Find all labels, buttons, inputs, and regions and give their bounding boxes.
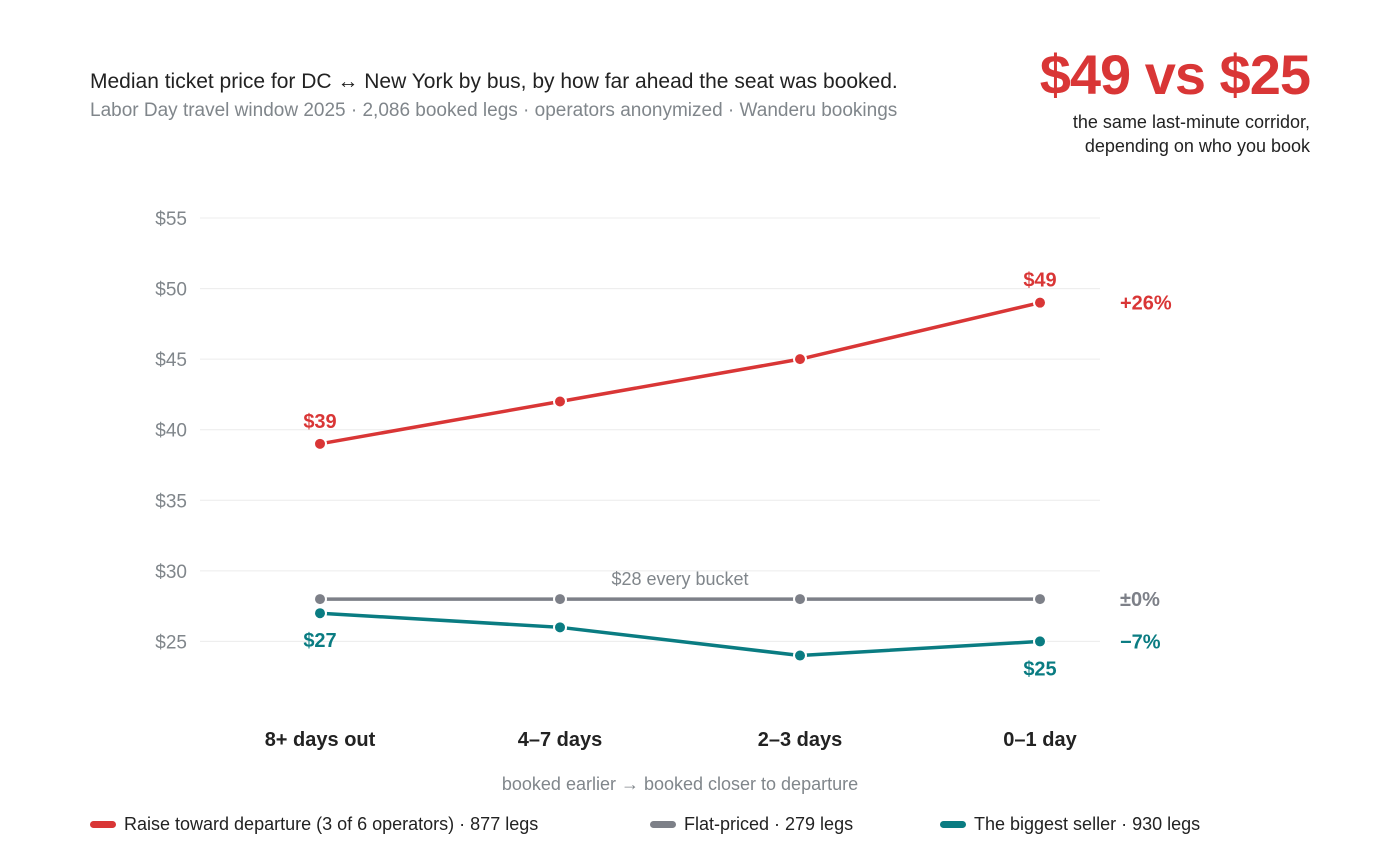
- end-label-raise: $49: [1023, 270, 1056, 292]
- data-point-raise-3: [1033, 295, 1047, 310]
- legend-swatch-raise: [90, 820, 116, 828]
- series-line-biggest: [318, 611, 1042, 658]
- y-tick-label-50: $50: [155, 280, 187, 301]
- legend-item-raise: Raise toward departure (3 of 6 operators…: [90, 812, 538, 836]
- data-point-raise-2: [793, 352, 807, 367]
- callout-line-2: depending on who you book: [1084, 136, 1310, 156]
- chart-header: Median ticket price for DC ↔ New York by…: [90, 68, 1010, 124]
- data-point-flat-2: [793, 592, 807, 607]
- y-tick-label-45: $45: [155, 350, 187, 371]
- callout-line-1: the same last-minute corridor,: [1072, 112, 1310, 132]
- data-point-flat-1: [553, 592, 567, 607]
- axis-layer: $25 $30 $35 $40 $45 $50 $55 8+ days out 4–7 days…: [155, 209, 1077, 794]
- legend-label-flat: Flat-priced · 279 legs: [684, 814, 854, 834]
- chart-subtitle: Labor Day travel window 2025 · 2,086 boo…: [90, 100, 898, 121]
- series-line-raise: [318, 300, 1042, 446]
- data-point-flat-3: [1033, 592, 1047, 607]
- legend-label-raise: Raise toward departure (3 of 6 operators…: [124, 814, 539, 834]
- x-tick-label-2: 2–3 days: [758, 729, 843, 751]
- annotation-flat: $28 every bucket: [611, 569, 748, 589]
- legend-item-flat: Flat-priced · 279 legs: [650, 812, 853, 836]
- legend-swatch-biggest: [940, 820, 966, 828]
- data-point-biggest-0: [313, 606, 327, 621]
- data-point-raise-0: [313, 436, 327, 451]
- y-tick-label-30: $30: [155, 562, 187, 583]
- callout-headline: $49 vs $25: [1039, 43, 1311, 106]
- data-point-biggest-3: [1033, 634, 1047, 649]
- change-label-raise: +26%: [1120, 293, 1172, 315]
- x-tick-label-3: 0–1 day: [1003, 729, 1077, 751]
- change-label-flat: ±0%: [1120, 589, 1160, 611]
- series-layer: [313, 295, 1047, 663]
- y-tick-label-35: $35: [155, 491, 187, 512]
- end-label-biggest: $25: [1023, 658, 1056, 680]
- data-point-biggest-1: [553, 620, 567, 635]
- legend-item-biggest: The biggest seller · 930 legs: [940, 812, 1200, 836]
- legend-label-biggest: The biggest seller · 930 legs: [974, 814, 1201, 834]
- y-tick-label-25: $25: [155, 632, 187, 653]
- legend-swatch-flat: [650, 820, 676, 828]
- label-layer: $39 $49 $27 $25 $28 every bucket +26% ±0% −7%: [303, 270, 1172, 681]
- y-tick-label-55: $55: [155, 209, 187, 230]
- data-point-flat-0: [313, 592, 327, 607]
- data-point-biggest-2: [793, 648, 807, 663]
- headline-callout: $49 vs $25 the same last-minute corridor…: [990, 40, 1311, 158]
- chart-title: Median ticket price for DC ↔ New York by…: [90, 70, 898, 93]
- legend: Raise toward departure (3 of 6 operators…: [90, 812, 1310, 836]
- x-axis-label: booked earlier → booked closer to depart…: [502, 774, 858, 794]
- change-label-biggest: −7%: [1120, 631, 1161, 653]
- x-tick-label-0: 8+ days out: [265, 729, 376, 751]
- data-point-raise-1: [553, 394, 567, 409]
- start-label-raise: $39: [303, 411, 336, 433]
- start-label-biggest: $27: [303, 630, 336, 652]
- y-tick-label-40: $40: [155, 421, 187, 442]
- x-tick-label-1: 4–7 days: [518, 729, 603, 751]
- grid-layer: [200, 217, 1100, 642]
